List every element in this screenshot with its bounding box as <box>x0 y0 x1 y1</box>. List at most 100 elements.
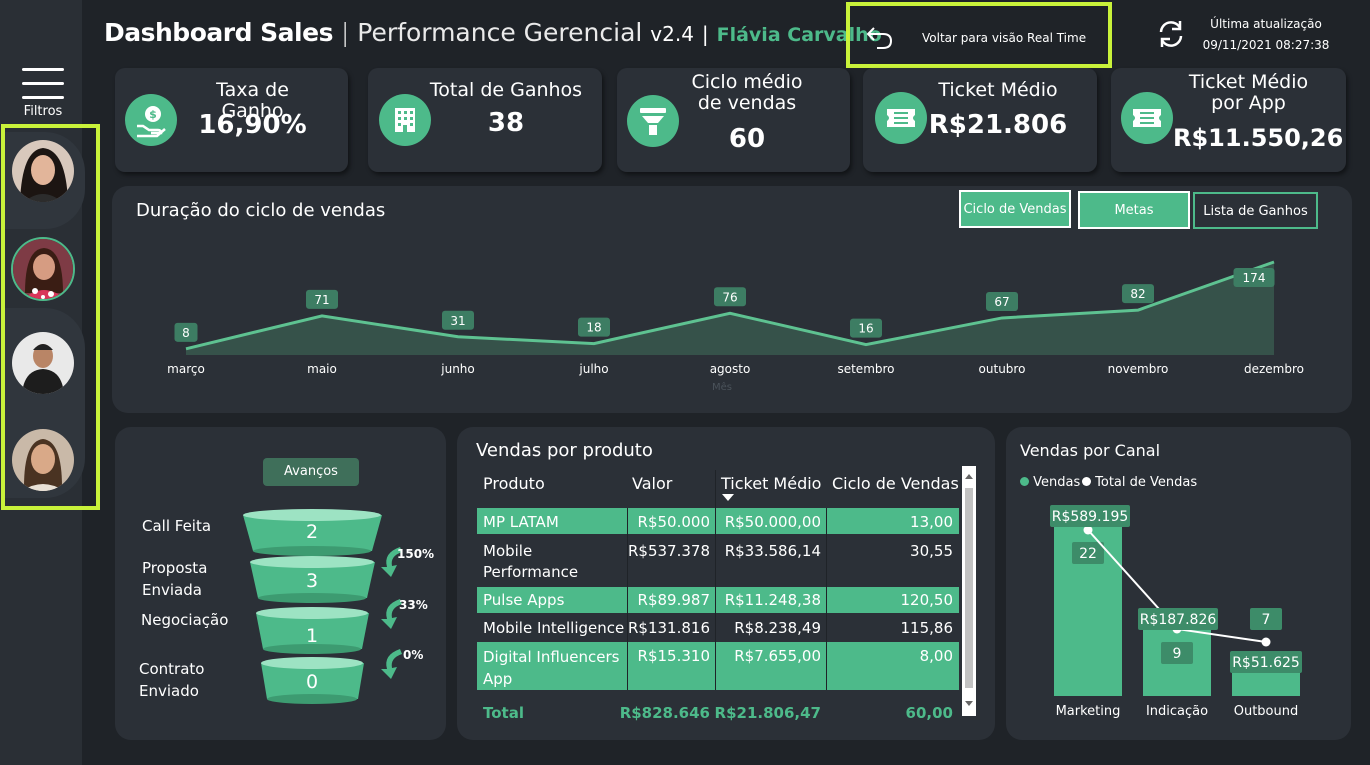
funnel-stage-value: 2 <box>305 521 319 543</box>
kpi-card-avg-cycle: Ciclo médio de vendas 60 <box>617 68 850 172</box>
funnel-stage-label: Negociação <box>141 611 229 629</box>
conversion-rate: 0% <box>403 648 424 662</box>
scroll-thumb[interactable] <box>965 488 973 688</box>
column-divider <box>715 470 716 690</box>
filters-label: Filtros <box>23 104 63 119</box>
x-tick-label: julho <box>578 362 608 376</box>
cell-ciclo: 120,50 <box>900 591 954 609</box>
last-update-value: 09/11/2021 08:27:38 <box>1202 38 1330 52</box>
ticket-icon <box>875 92 927 144</box>
refresh-icon[interactable] <box>1155 18 1187 50</box>
kpi-value: 38 <box>487 108 525 138</box>
data-label: 31 <box>442 310 474 330</box>
x-tick-label: agosto <box>710 362 751 376</box>
data-label: 76 <box>714 287 746 307</box>
sort-desc-icon <box>722 494 734 501</box>
table-row[interactable]: MP LATAM R$50.000 R$50.000,00 13,00 <box>477 508 959 534</box>
kpi-title: Ticket Médio por App <box>1188 71 1309 114</box>
avatar-filter-panel <box>1 124 100 510</box>
series-line <box>185 260 1275 351</box>
kpi-value: R$11.550,26 <box>1173 124 1344 152</box>
avatar-seller-2[interactable] <box>11 237 75 301</box>
last-update-label: Última atualização <box>1210 17 1322 31</box>
svg-text:82: 82 <box>1130 287 1145 301</box>
col-header-produto[interactable]: Produto <box>483 474 545 493</box>
table-row[interactable]: Mobile Performance R$537.378 R$33.586,14… <box>477 537 959 585</box>
total-label: R$589.195 <box>1050 505 1130 527</box>
x-tick-label: Outbound <box>1234 704 1299 719</box>
col-header-ciclo[interactable]: Ciclo de Vendas <box>832 474 959 493</box>
col-header-ticket[interactable]: Ticket Médio <box>721 474 822 493</box>
tab-lista-de-ganhos[interactable]: Lista de Ganhos <box>1193 192 1318 229</box>
scroll-up-icon[interactable] <box>965 474 973 479</box>
bar-count-label: 7 <box>1250 608 1282 630</box>
channel-panel: Vendas por Canal Vendas Total de Vendas … <box>1006 427 1351 740</box>
funnel-stage-4 <box>261 657 364 704</box>
table-row[interactable]: Mobile Intelligence R$131.816 R$8.238,49… <box>477 615 959 641</box>
data-label: 16 <box>850 318 882 338</box>
back-realtime-button[interactable]: Voltar para visão Real Time <box>846 2 1112 68</box>
table-row[interactable]: Pulse Apps R$89.987 R$11.248,38 120,50 <box>477 587 959 613</box>
table-scrollbar[interactable] <box>962 466 976 716</box>
conversion-rate: 150% <box>397 547 435 561</box>
data-label: 67 <box>986 291 1018 311</box>
scroll-down-icon[interactable] <box>965 701 973 706</box>
funnel-icon <box>627 95 679 147</box>
cell-produto: Mobile Intelligence <box>483 619 625 637</box>
title-bold: Dashboard Sales <box>104 18 333 47</box>
avatar-seller-1[interactable] <box>12 140 74 202</box>
version-label: v2.4 <box>650 22 694 46</box>
cell-produto: MP LATAM <box>483 513 559 531</box>
x-tick-label: março <box>167 362 205 376</box>
x-tick-label: dezembro <box>1244 362 1304 376</box>
bar-count-label: 9 <box>1161 642 1193 664</box>
back-realtime-label: Voltar para visão Real Time <box>922 31 1087 45</box>
x-tick-label: junho <box>440 362 475 376</box>
cell-ticket: R$7.655,00 <box>734 647 821 665</box>
tab-ciclo-de-vendas[interactable]: Ciclo de Vendas <box>959 190 1071 228</box>
menu-icon[interactable] <box>22 68 64 100</box>
cell-ticket: R$11.248,38 <box>724 591 821 609</box>
svg-text:8: 8 <box>182 326 190 340</box>
cell-produto: Pulse Apps <box>483 591 565 609</box>
avatar-seller-4[interactable] <box>12 429 74 491</box>
x-tick-label: novembro <box>1108 362 1169 376</box>
legend-item-vendas: Vendas <box>1020 475 1080 490</box>
svg-text:71: 71 <box>314 293 329 307</box>
cell-ciclo: 30,55 <box>910 542 953 560</box>
svg-text:22: 22 <box>1079 546 1097 562</box>
col-header-valor[interactable]: Valor <box>632 474 673 493</box>
cell-ticket: R$33.586,14 <box>724 542 821 560</box>
x-axis-title: Mês <box>712 382 732 393</box>
avatar-seller-3[interactable] <box>12 332 74 394</box>
cell-produto: Digital Influencers App <box>483 648 620 688</box>
avancos-button[interactable]: Avanços <box>263 458 359 486</box>
data-label: 8 <box>174 322 198 342</box>
data-label: 18 <box>578 317 610 337</box>
legend-dot <box>1082 477 1091 486</box>
undo-icon <box>866 27 893 49</box>
total-label: R$187.826 <box>1138 608 1218 630</box>
cell-ticket: R$8.238,49 <box>734 619 821 637</box>
cell-ciclo: 13,00 <box>910 513 953 531</box>
cell-valor: R$50.000 <box>637 513 710 531</box>
tab-metas[interactable]: Metas <box>1078 191 1190 229</box>
cell-valor: R$537.378 <box>628 542 710 560</box>
table-row[interactable]: Digital Influencers App R$15.310 R$7.655… <box>477 642 959 690</box>
funnel-chart <box>243 509 402 704</box>
user-name: Flávia Carvalho <box>716 24 882 46</box>
kpi-value: 60 <box>728 124 766 154</box>
conversion-arrow-icon <box>381 547 402 679</box>
table-header: Produto Valor Ticket Médio Ciclo de Vend… <box>477 470 959 502</box>
legend-label: Vendas <box>1033 475 1081 490</box>
svg-text:76: 76 <box>722 290 737 304</box>
kpi-title: Taxa de Ganho <box>216 79 289 122</box>
ticket-icon <box>1121 92 1173 144</box>
funnel-stage-value: 1 <box>305 625 319 647</box>
cell-valor: R$15.310 <box>637 647 710 665</box>
column-divider <box>627 508 628 690</box>
channel-chart: 22 Marketing 9 Indicação 7 Outbound R$589.195 R… <box>1050 505 1302 719</box>
kpi-value: R$21.806 <box>928 110 1068 140</box>
svg-text:67: 67 <box>994 295 1009 309</box>
kpi-title: Ciclo médio de vendas <box>691 71 803 114</box>
